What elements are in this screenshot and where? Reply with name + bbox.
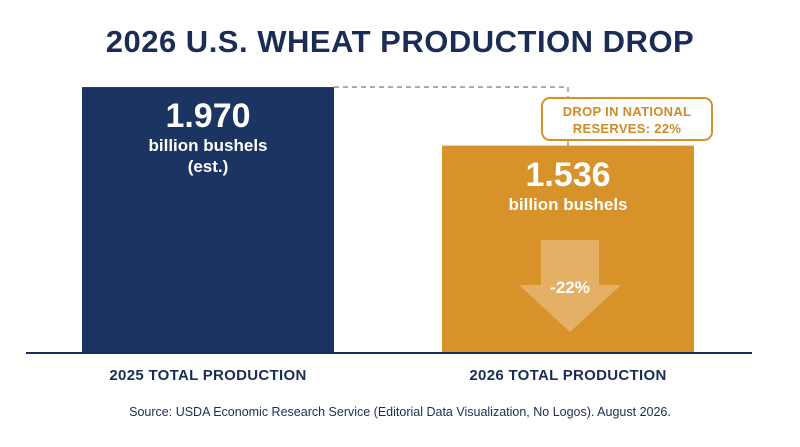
bar-2026 bbox=[442, 145, 694, 353]
category-label-2026: 2026 TOTAL PRODUCTION bbox=[469, 367, 667, 384]
bar-2026-unit: billion bushels bbox=[508, 194, 628, 214]
bar-2025-label: 1.970 billion bushels (est.) bbox=[82, 97, 334, 177]
source-note: Source: USDA Economic Research Service (… bbox=[129, 405, 671, 419]
bar-2025-unit: billion bushels bbox=[148, 136, 268, 156]
callout-line-2: RESERVES: 22% bbox=[572, 121, 682, 136]
bar-2025-note: (est.) bbox=[187, 157, 229, 177]
change-percent-label: -22% bbox=[550, 278, 590, 297]
bar-2026-value: 1.536 bbox=[525, 155, 611, 194]
bar-2026-label: 1.536 billion bushels bbox=[442, 156, 694, 215]
chart-title: 2026 U.S. WHEAT PRODUCTION DROP bbox=[105, 24, 695, 59]
bar-2025-value: 1.970 bbox=[165, 97, 251, 136]
reserves-callout: DROP IN NATIONAL RESERVES: 22% bbox=[541, 97, 713, 141]
category-label-2025: 2025 TOTAL PRODUCTION bbox=[109, 367, 307, 384]
down-arrow-icon bbox=[519, 240, 621, 332]
bar-2025 bbox=[82, 87, 334, 354]
callout-line-1: DROP IN NATIONAL bbox=[562, 104, 692, 119]
